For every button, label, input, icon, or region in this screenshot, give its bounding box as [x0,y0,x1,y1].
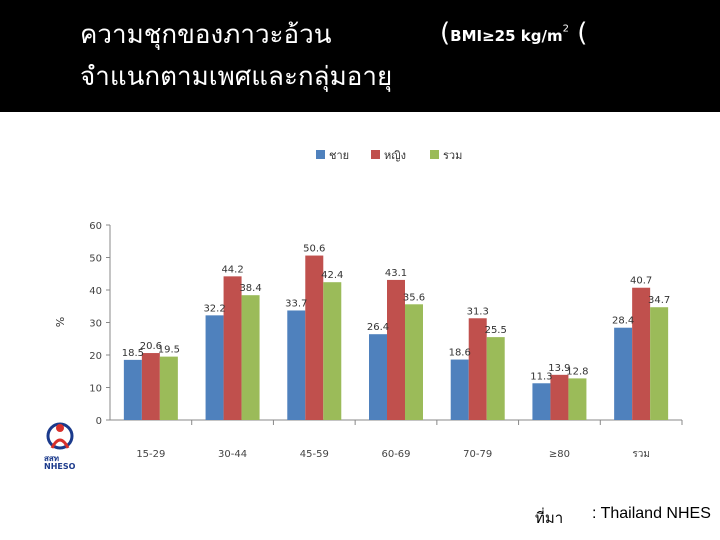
data-label: 32.2 [203,303,225,314]
x-tick-label: 30-44 [218,449,247,460]
data-label: 43.1 [385,268,407,279]
data-label: 35.6 [403,292,425,303]
data-label: 38.4 [239,283,261,294]
y-tick-label: 20 [89,351,102,362]
data-label: 19.5 [158,345,180,356]
bar-female [468,318,487,420]
nheso-logo [42,418,78,470]
bar-female [305,255,324,420]
data-label: 18.5 [122,348,144,359]
bar-male [614,327,633,420]
legend-swatch-male [316,150,325,159]
bmi-open-paren: ( [440,18,451,48]
bar-male [205,315,224,420]
bar-total [650,307,669,420]
data-label: 18.6 [449,348,471,359]
bar-total [159,356,178,420]
data-label: 20.6 [140,341,162,352]
data-label: 34.7 [648,295,670,306]
data-label: 40.7 [630,276,652,287]
data-label: 26.4 [367,322,389,333]
data-labels: 18.520.619.5 32.2 44.2 38.4 33.7 50.6 42.4 26.4… [122,244,671,383]
data-label: 12.8 [566,366,588,377]
data-label: 28.4 [612,316,634,327]
logo-text-bottom: NHESO [44,462,76,471]
page-title-line1: ความชุกของภาวะอ้วน [80,20,332,50]
bmi-close-paren: ( [577,18,588,48]
legend-swatch-female [371,150,380,159]
x-tick-label: รวม [632,449,650,460]
y-tick-label: 60 [89,221,102,232]
bar-total [323,282,342,420]
y-axis-label: % [54,317,67,327]
title-banner: ความชุกของภาวะอ้วน (BMI≥25 kg/m2 ( จำแนก… [0,0,720,112]
bmi-superscript: 2 [562,23,569,35]
source-value: : Thailand NHES [592,505,711,522]
x-tick-label: 60-69 [381,449,410,460]
logo-icon [46,422,74,450]
y-tick-label: 40 [89,286,102,297]
y-tick-label: 10 [89,384,102,395]
logo-text-top: สสท [44,454,60,463]
legend-label: รวม [443,149,462,162]
bar-male [287,310,306,420]
legend-swatch-total [430,150,439,159]
data-label: 11.3 [530,371,552,382]
legend: ชาย หญิง รวม [316,149,462,162]
data-label: 33.7 [285,298,307,309]
legend-label: ชาย [329,149,349,162]
bar-total [241,295,260,420]
bar-female [387,279,405,420]
data-label: 31.3 [467,306,489,317]
page-title-bmi: (BMI≥25 kg/m2 ( [440,18,587,48]
bar-total [568,378,587,420]
bar-total [486,337,505,420]
bar-female [141,353,160,420]
bar-male [369,334,387,420]
source-label: ที่มา [535,509,564,527]
y-tick-label: 30 [89,319,102,330]
logo-text: สสท NHESO [44,455,75,471]
x-tick-label: 45-59 [300,449,329,460]
bmi-text: BMI≥25 kg/m [450,27,563,45]
bar-female [550,374,569,420]
bar-male [532,383,551,420]
page-title-line2: จำแนกตามเพศและกลุ่มอายุ [80,62,393,92]
data-label: 44.2 [221,264,243,275]
y-axis: % 0 10 20 30 40 50 60 [54,221,111,427]
x-tick-label: ≥80 [549,449,570,460]
bar-female [632,287,651,420]
x-tick-label: 70-79 [463,449,492,460]
bar-female [223,276,242,420]
legend-label: หญิง [384,149,406,162]
y-tick-label: 0 [96,416,102,427]
data-label: 25.5 [485,325,507,336]
y-tick-label: 50 [89,254,102,265]
data-label: 42.4 [321,270,343,281]
bars [123,255,669,420]
bar-total [405,304,423,420]
data-label: 50.6 [303,244,325,255]
bar-male [123,359,142,420]
x-tick-label: 15-29 [136,449,165,460]
x-axis: 15-29 30-44 45-59 60-69 70-79 ≥80 รวม [110,419,683,460]
data-label: 13.9 [548,363,570,374]
bar-male [450,359,469,420]
